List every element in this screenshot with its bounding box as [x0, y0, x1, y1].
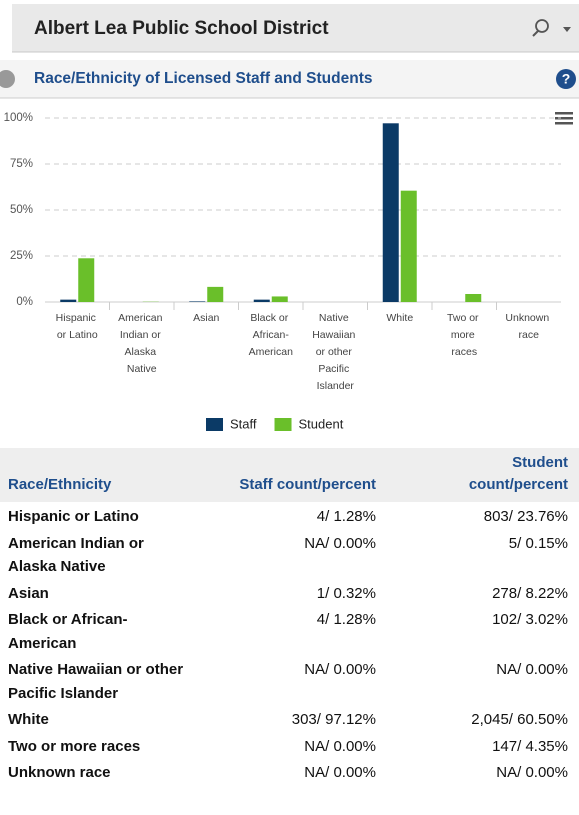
table-row: Native Hawaiian or other Pacific Islande… — [0, 655, 579, 705]
bar — [465, 293, 482, 302]
help-icon[interactable]: ? — [556, 69, 576, 89]
table-cell: NA/ 0.00% — [304, 737, 376, 755]
table-row: Two or more races NA/ 0.00% 147/ 4.35% — [0, 732, 579, 759]
table-cell: 2,045/ 60.50% — [471, 711, 568, 728]
table-cell: 5/ 0.15% — [508, 534, 568, 552]
bar — [253, 299, 270, 302]
x-tick-label: Native Hawaiian or other Pacific Islande… — [312, 312, 358, 392]
table-header: Race/Ethnicity Staff count/percent Student… — [0, 448, 579, 502]
chart-title: Race/Ethnicity of Licensed Staff and Stu… — [34, 70, 372, 87]
table-cell: 4/ 1.28% — [316, 611, 376, 628]
table-cell: Black or African-American — [8, 611, 128, 652]
header-bar — [12, 4, 579, 52]
data-table: Race/Ethnicity Staff count/percent Student… — [0, 448, 579, 785]
table-cell: NA/ 0.00% — [496, 764, 568, 781]
table-cell: 4/ 1.28% — [316, 508, 376, 525]
table-row: Unknown race NA/ 0.00% NA/ 0.00% — [0, 758, 579, 785]
y-tick-label: 100% — [4, 112, 33, 124]
table-cell: Two or more races — [8, 737, 141, 755]
table-cell: White — [8, 711, 49, 728]
table-cell: Asian — [8, 584, 49, 602]
bar — [60, 299, 77, 302]
x-tick-label: Asian — [193, 312, 219, 324]
collapse-icon[interactable] — [0, 70, 15, 88]
table-cell: Hispanic or Latino — [8, 508, 139, 525]
bar — [271, 296, 288, 302]
table-row: Asian 1/ 0.32% 278/ 8.22% — [0, 579, 579, 606]
bar — [189, 301, 206, 302]
table-cell: NA/ 0.00% — [304, 534, 376, 552]
table-cell: 278/ 8.22% — [492, 584, 568, 602]
y-tick-label: 75% — [10, 158, 33, 170]
table-row: White 303/ 97.12% 2,045/ 60.50% — [0, 705, 579, 732]
column-header: Staff count/percent — [239, 476, 376, 493]
table-cell: 303/ 97.12% — [291, 711, 376, 728]
x-tick-label: Unknown race — [505, 312, 552, 341]
y-tick-label: 25% — [10, 250, 33, 262]
table-cell: Native Hawaiian or other Pacific Islande… — [8, 661, 184, 702]
x-tick-label: American Indian or Alaska Native — [118, 312, 165, 375]
table-cell: NA/ 0.00% — [496, 661, 568, 678]
table-cell: Unknown race — [8, 764, 111, 781]
bar — [78, 258, 95, 302]
x-tick-label: Hispanic or Latino — [56, 312, 99, 341]
table-cell: 1/ 0.32% — [316, 584, 376, 602]
column-header: Student count/percent — [468, 454, 568, 493]
chart: Albert Lea Public School District Race/E… — [0, 4, 579, 431]
legend-label: Student — [299, 416, 344, 431]
subheader-bar — [0, 60, 579, 98]
table-cell: American Indian or Alaska Native — [8, 534, 144, 576]
legend-label: Staff — [230, 416, 257, 431]
x-tick-label: Black or African-American — [249, 312, 294, 358]
y-tick-label: 0% — [16, 296, 33, 308]
table-cell: 102/ 3.02% — [492, 611, 568, 628]
x-tick-label: White — [386, 312, 413, 324]
table-cell: NA/ 0.00% — [304, 764, 376, 781]
table-cell: 147/ 4.35% — [492, 737, 568, 755]
bar — [207, 286, 224, 302]
search-icon[interactable] — [532, 19, 571, 37]
bar — [400, 190, 417, 302]
y-tick-label: 50% — [10, 204, 33, 216]
table-cell: 803/ 23.76% — [483, 508, 568, 525]
bar — [382, 123, 399, 303]
legend-swatch — [274, 418, 292, 431]
menu-icon[interactable] — [555, 112, 573, 125]
x-tick-label: Two or more races — [447, 312, 481, 358]
header-title: Albert Lea Public School District — [34, 18, 329, 39]
svg-text:?: ? — [562, 71, 571, 87]
table-row: American Indian or Alaska Native NA/ 0.00… — [0, 529, 579, 579]
table-cell: NA/ 0.00% — [304, 661, 376, 678]
table-row: Hispanic or Latino 4/ 1.28% 803/ 23.76% — [0, 502, 579, 529]
column-header: Race/Ethnicity — [8, 476, 112, 493]
table-row: Black or African-American 4/ 1.28% 102/ 3.… — [0, 605, 579, 655]
legend-swatch — [206, 418, 223, 431]
